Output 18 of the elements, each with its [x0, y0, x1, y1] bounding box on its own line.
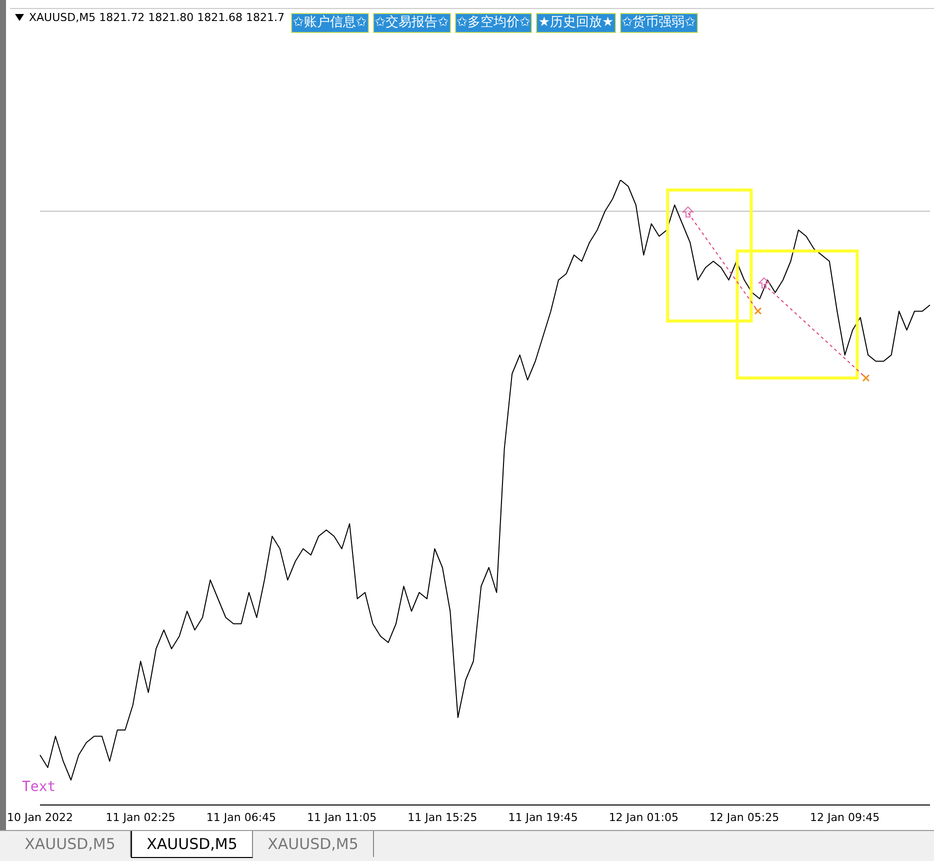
text: ✩多空均价✩ — [454, 13, 532, 33]
x-tick-label: 12 Jan 05:25 — [709, 810, 780, 824]
chart-title: XAUUSD,M5 1821.72 1821.80 1821.68 1821.7 — [29, 11, 285, 24]
text: XAUUSD,M5 — [253, 831, 374, 857]
x-tick-label: 11 Jan 11:05 — [307, 810, 377, 824]
annotation: Text — [22, 779, 56, 795]
text: ★历史回放★ — [536, 13, 616, 33]
x-tick-label: 12 Jan 09:45 — [810, 810, 880, 824]
x-tick-label: 11 Jan 06:45 — [206, 810, 276, 824]
text: ✩货币强弱✩ — [620, 13, 698, 33]
x-tick-label: 12 Jan 01:05 — [608, 810, 678, 824]
x-tick-label: 11 Jan 19:45 — [508, 810, 578, 824]
x-tick-label: 10 Jan 2022 — [7, 810, 73, 824]
text: ✩交易报告✩ — [372, 13, 451, 33]
x-tick-label: 11 Jan 02:25 — [106, 810, 176, 824]
text: XAUUSD,M5 — [10, 831, 131, 857]
x-tick-label: 11 Jan 15:25 — [408, 810, 478, 824]
text: ✩账户信息✩ — [291, 13, 369, 33]
